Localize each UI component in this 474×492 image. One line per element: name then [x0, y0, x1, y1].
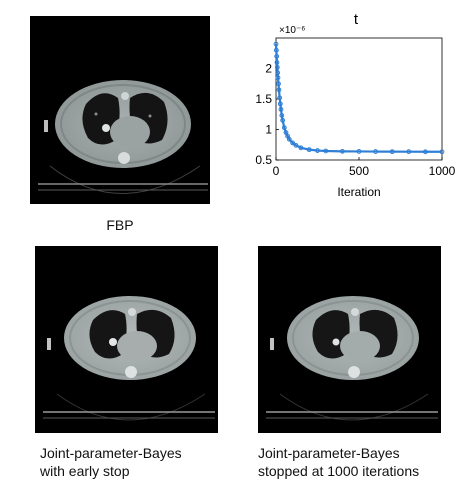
data-point: [373, 149, 379, 154]
data-point: [273, 47, 279, 53]
data-point: [298, 145, 304, 151]
y-tick-label: 1: [265, 123, 272, 137]
data-point: [276, 87, 282, 93]
data-point: [356, 149, 362, 154]
data-point: [340, 148, 345, 154]
data-point: [277, 101, 283, 107]
caption-fbp-text: FBP: [106, 217, 134, 233]
chart-xlabel: Iteration: [337, 185, 380, 199]
chart-exponent-label: ×10⁻⁶: [279, 25, 305, 36]
data-point: [274, 53, 280, 59]
caption-early-stop-line1: Joint-parameter-Bayes: [40, 445, 182, 461]
data-point: [279, 113, 285, 118]
data-point: [423, 149, 428, 155]
chart-svg: t ×10⁻⁶ 0.5 1 1.5 2 0 500 1000 Iteration: [255, 11, 456, 199]
data-point: [283, 130, 289, 135]
data-point: [275, 75, 281, 81]
series-line: [274, 44, 442, 153]
ct-image-1000-iterations: [258, 246, 441, 433]
data-point: [276, 81, 281, 87]
data-point: [275, 70, 281, 76]
caption-1000-line1: Joint-parameter-Bayes: [258, 445, 400, 461]
y-tick-label: 0.5: [255, 153, 272, 167]
plot-frame: [275, 37, 443, 161]
x-tick-label: 0: [273, 164, 280, 178]
convergence-chart: t ×10⁻⁶ 0.5 1 1.5 2 0 500 1000 Iteration: [230, 0, 474, 210]
data-point: [286, 136, 292, 142]
data-point: [280, 117, 286, 123]
caption-1000-iterations: Joint-parameter-Bayes stopped at 1000 it…: [258, 444, 468, 480]
y-tick-label: 1.5: [255, 92, 272, 106]
data-point: [315, 148, 320, 153]
data-point: [323, 148, 329, 154]
data-point: [290, 140, 295, 146]
x-tick-label: 1000: [429, 164, 456, 178]
ct-image-early-stop: [35, 246, 218, 433]
caption-1000-line2: stopped at 1000 iterations: [258, 463, 420, 479]
y-tick-label: 2: [265, 62, 272, 76]
data-point: [439, 149, 445, 155]
data-point: [278, 106, 284, 112]
data-point: [277, 95, 283, 101]
x-tick-label: 500: [349, 164, 369, 178]
caption-fbp: FBP: [30, 216, 210, 234]
data-point: [274, 60, 280, 65]
data-point: [281, 125, 287, 131]
caption-early-stop-line2: with early stop: [40, 463, 130, 479]
data-point: [274, 64, 280, 70]
data-point: [306, 147, 312, 153]
chart-title: t: [354, 11, 359, 28]
caption-early-stop: Joint-parameter-Bayes with early stop: [40, 444, 240, 480]
data-point: [273, 41, 279, 47]
data-point: [389, 149, 395, 155]
data-point: [293, 142, 299, 148]
ct-image-fbp: [30, 16, 210, 204]
data-point: [406, 149, 412, 155]
